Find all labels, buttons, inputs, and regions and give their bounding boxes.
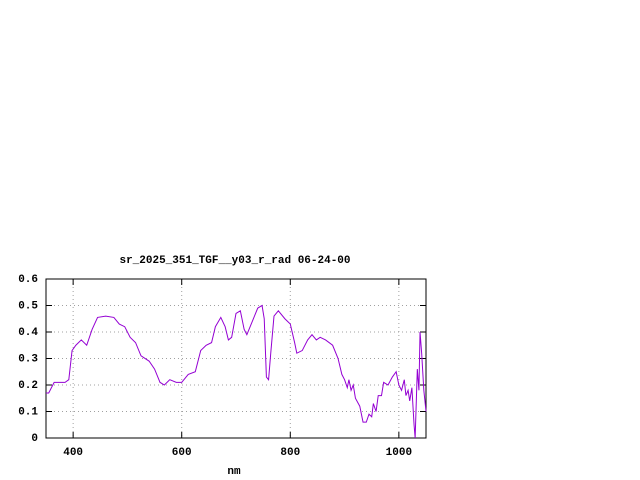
y-tick-label: 0.2 (18, 380, 38, 392)
x-tick-label: 600 (172, 447, 192, 459)
x-tick-label: 1000 (386, 447, 412, 459)
y-tick-label: 0.1 (18, 406, 38, 418)
y-tick-label: 0.5 (18, 300, 38, 312)
y-tick-label: 0.3 (18, 353, 38, 365)
y-tick-label: 0.6 (18, 274, 38, 286)
y-tick-label: 0.4 (18, 327, 38, 339)
y-tick-label: 0 (31, 433, 38, 445)
chart-title: sr_2025_351_TGF__y03_r_rad 06-24-00 (119, 255, 350, 267)
x-tick-label: 400 (63, 447, 83, 459)
plot-border (45, 278, 427, 439)
data-line (46, 304, 427, 439)
x-axis-label: nm (227, 466, 241, 478)
x-tick-label: 800 (280, 447, 300, 459)
